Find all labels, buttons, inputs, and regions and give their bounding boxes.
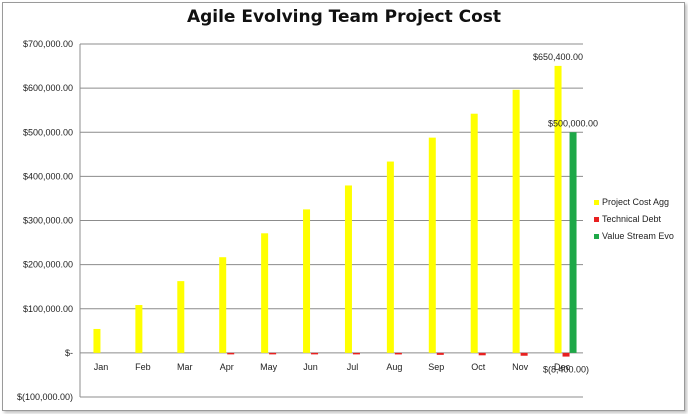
bar-project-cost-agg (512, 89, 520, 353)
x-tick-label: May (260, 362, 278, 372)
legend-label: Technical Debt (602, 214, 662, 224)
x-tick-label: Dec (554, 362, 571, 372)
x-tick-label: Sep (428, 362, 444, 372)
bar-project-cost-agg (428, 137, 436, 353)
bar-technical-debt (269, 352, 277, 355)
x-tick-label: Mar (177, 362, 193, 372)
bar-project-cost-agg (386, 161, 394, 353)
data-label: $650,400.00 (533, 52, 583, 62)
legend-swatch (594, 234, 599, 239)
data-label: $(8,400.00) (543, 365, 589, 375)
bar-technical-debt (394, 352, 402, 355)
x-tick-label: Nov (512, 362, 529, 372)
y-tick-label: $- (65, 348, 73, 358)
y-tick-label: $300,000.00 (23, 216, 73, 226)
bar-technical-debt (352, 352, 360, 355)
bar-project-cost-agg (344, 185, 352, 353)
bar-project-cost-agg (135, 305, 143, 353)
x-tick-label: Apr (220, 362, 234, 372)
x-tick-label: Jan (94, 362, 109, 372)
bar-project-cost-agg (93, 328, 101, 353)
bar-project-cost-agg (177, 281, 185, 353)
y-tick-label: $500,000.00 (23, 127, 73, 137)
bar-project-cost-agg (219, 257, 227, 353)
legend-label: Project Cost Agg (602, 197, 669, 207)
bar-project-cost-agg (261, 233, 269, 353)
x-tick-label: Aug (386, 362, 402, 372)
legend-label: Value Stream Evo (602, 231, 674, 241)
y-tick-label: $200,000.00 (23, 260, 73, 270)
bar-technical-debt (311, 352, 319, 355)
y-tick-label: $100,000.00 (23, 304, 73, 314)
bar-technical-debt (520, 352, 528, 356)
bar-technical-debt (478, 352, 486, 356)
x-tick-label: Oct (471, 362, 486, 372)
bar-project-cost-agg (470, 113, 478, 353)
legend-swatch (594, 217, 599, 222)
bar-technical-debt (436, 352, 444, 355)
bar-technical-debt (562, 352, 570, 357)
bar-project-cost-agg (303, 209, 311, 353)
chart-title: Agile Evolving Team Project Cost (186, 7, 502, 27)
y-tick-label: $700,000.00 (23, 39, 73, 49)
x-tick-label: Feb (135, 362, 151, 372)
data-label: $500,000.00 (548, 118, 598, 128)
y-tick-label: $400,000.00 (23, 171, 73, 181)
x-tick-label: Jul (347, 362, 359, 372)
y-tick-label: $600,000.00 (23, 83, 73, 93)
bar-project-cost-agg (554, 65, 562, 353)
y-tick-label: $(100,000.00) (17, 392, 73, 402)
x-tick-label: Jun (303, 362, 318, 372)
legend-swatch (594, 200, 599, 205)
bar-technical-debt (227, 352, 235, 355)
bar-value-stream-evo (569, 132, 577, 353)
